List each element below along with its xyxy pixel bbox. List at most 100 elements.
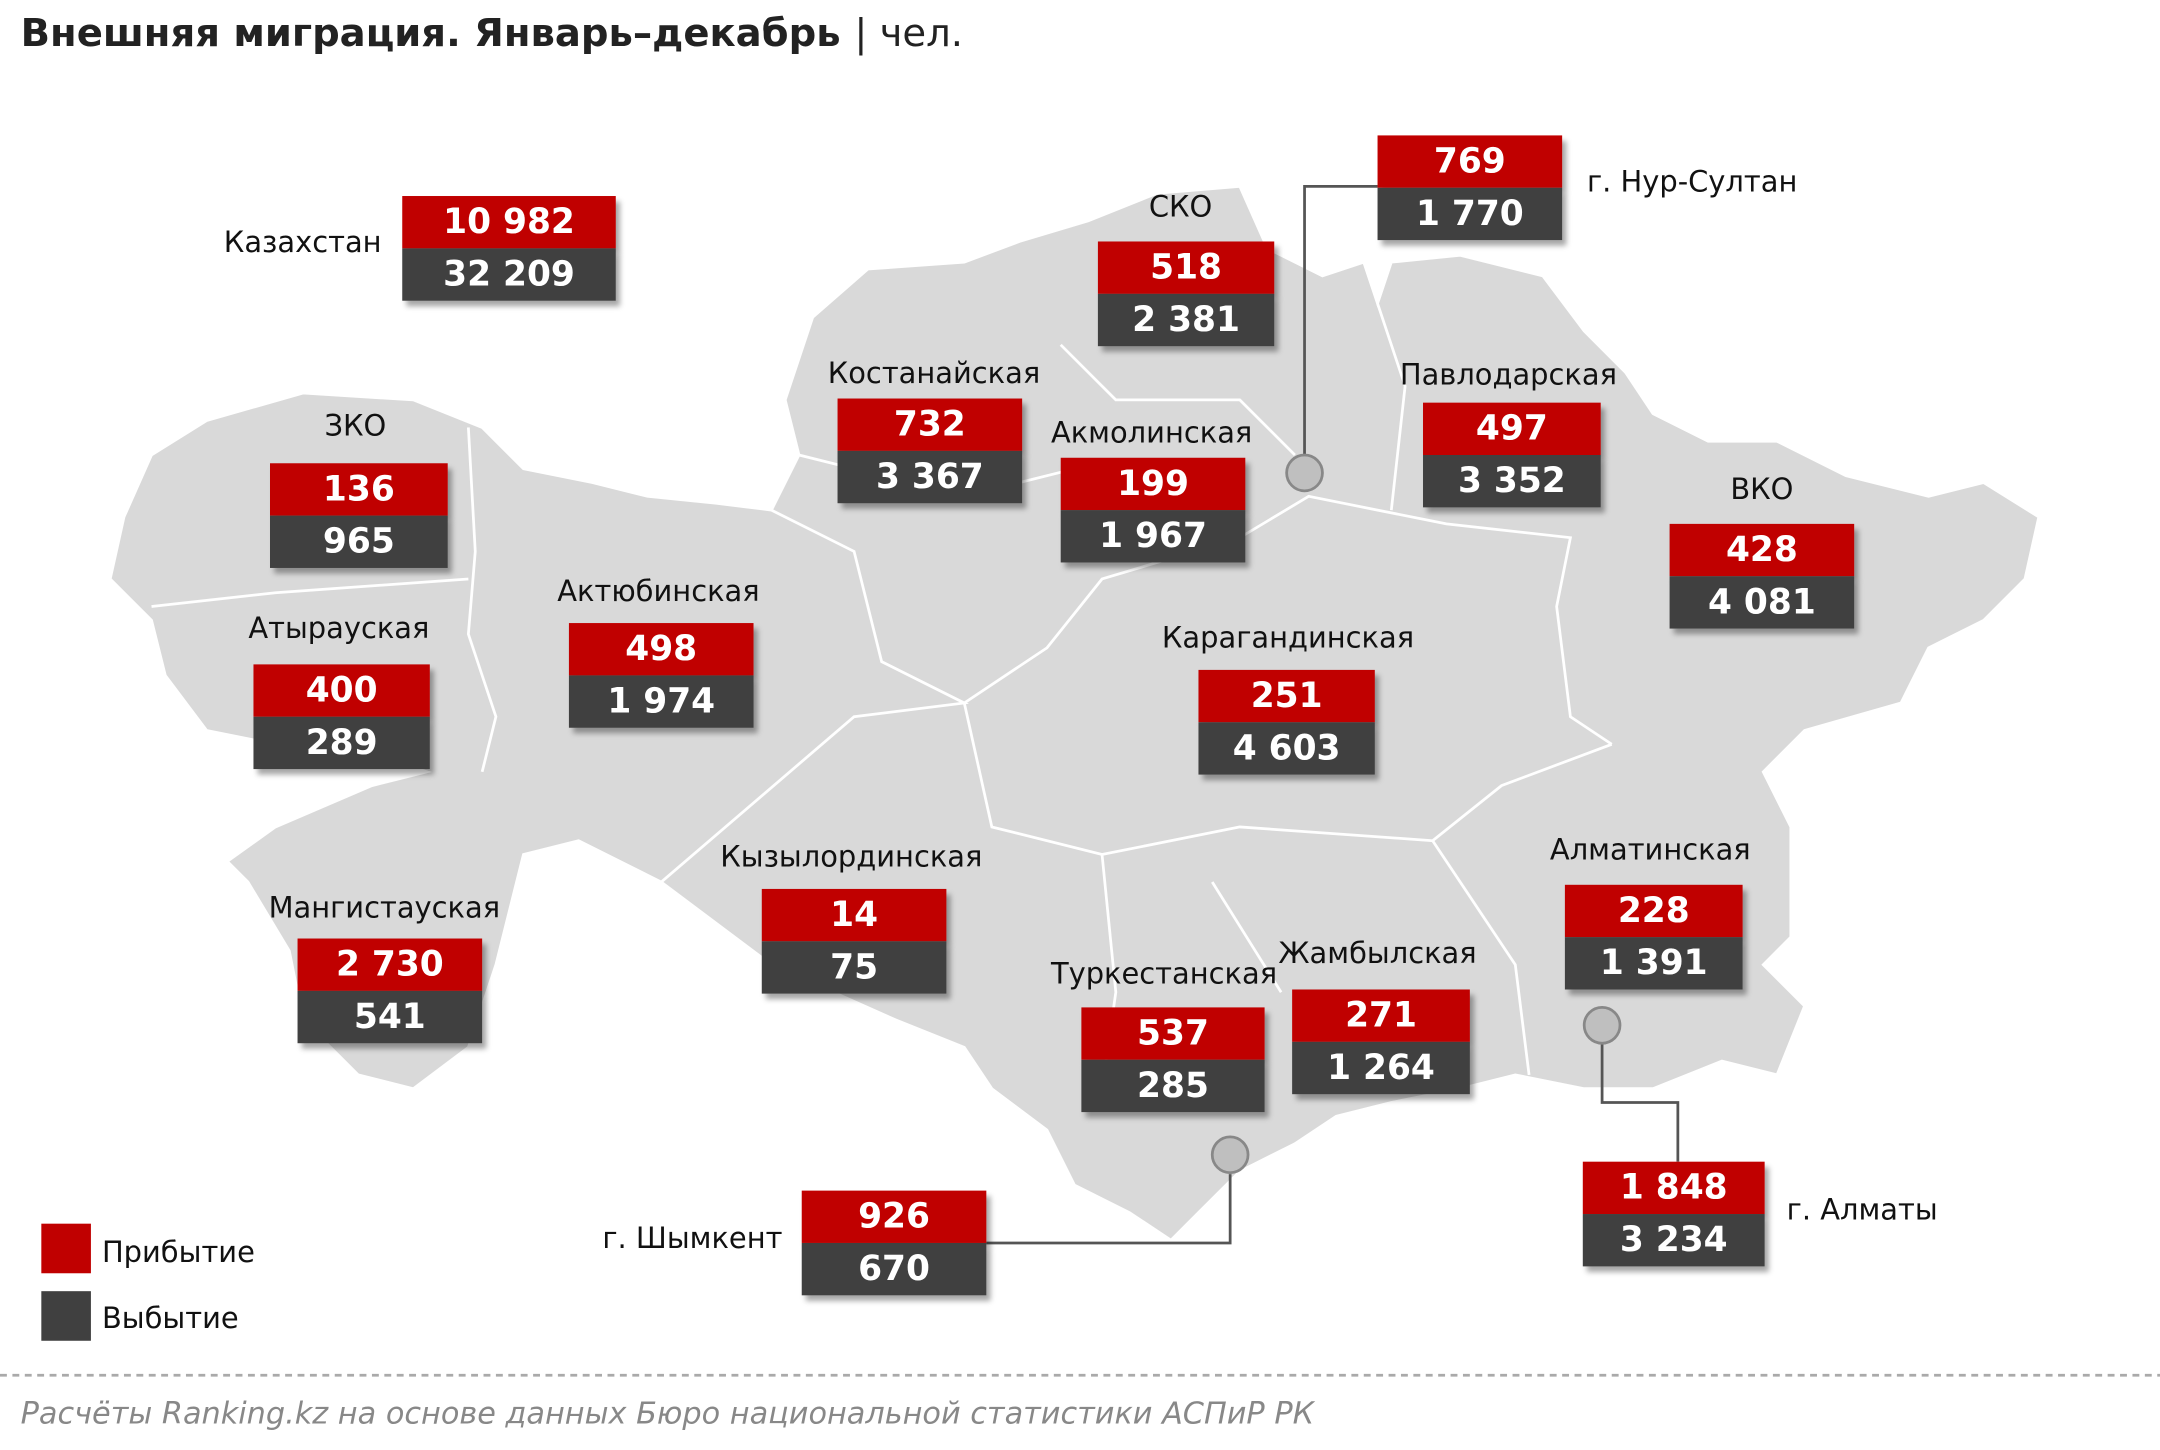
departure-box xyxy=(1060,510,1246,563)
region-name: Костанайская xyxy=(828,356,1041,390)
arrival-box xyxy=(1669,523,1855,577)
arrival-value: 497 xyxy=(1476,409,1548,449)
title-text: Внешняя миграция. Январь–декабрь xyxy=(21,10,841,55)
region-name: Мангистауская xyxy=(269,891,501,925)
arrival-box xyxy=(1564,884,1743,938)
departure-box xyxy=(270,515,448,568)
arrival-box xyxy=(1097,241,1275,294)
arrival-box xyxy=(1198,669,1375,723)
city-marker xyxy=(1582,1006,1622,1045)
departure-value: 1 967 xyxy=(1099,516,1207,556)
source-note: Расчёты Ranking.kz на основе данных Бюро… xyxy=(21,1397,1316,1432)
departure-value: 1 391 xyxy=(1600,943,1708,983)
departure-box xyxy=(253,716,430,770)
region-name: г. Нур-Султан xyxy=(1587,165,1797,199)
region-name: г. Шымкент xyxy=(602,1221,782,1255)
arrival-value: 199 xyxy=(1117,464,1189,504)
region-name: СКО xyxy=(1149,189,1212,223)
region-name: Алматинская xyxy=(1550,833,1751,867)
arrival-box xyxy=(568,623,754,676)
departure-box xyxy=(1097,293,1275,347)
region-name: Казахстан xyxy=(224,225,382,259)
arrival-value: 136 xyxy=(323,469,395,509)
arrival-value: 926 xyxy=(858,1197,930,1237)
region-borders xyxy=(151,303,1613,1089)
region-name: Туркестанская xyxy=(1050,957,1277,991)
departure-value: 3 367 xyxy=(876,457,984,497)
arrival-value: 14 xyxy=(830,895,878,935)
arrival-value: 537 xyxy=(1137,1013,1209,1053)
arrival-value: 400 xyxy=(306,670,378,710)
arrival-box xyxy=(1423,402,1601,455)
region-name: Жамбылская xyxy=(1278,936,1476,970)
region-name: Павлодарская xyxy=(1400,357,1617,391)
arrival-value: 732 xyxy=(894,405,966,445)
departure-box xyxy=(402,248,616,301)
departure-value: 32 209 xyxy=(443,254,575,294)
arrival-box xyxy=(253,664,430,717)
departure-box xyxy=(801,1242,987,1296)
region-name: ВКО xyxy=(1730,472,1793,506)
departure-box xyxy=(1198,722,1375,775)
departure-value: 541 xyxy=(354,997,426,1037)
departure-value: 75 xyxy=(830,947,878,987)
region-name: Карагандинская xyxy=(1162,621,1414,655)
arrival-box xyxy=(1377,135,1563,188)
arrival-box xyxy=(1060,457,1246,511)
city-marker xyxy=(1210,1135,1250,1175)
region-name: ЗКО xyxy=(325,408,387,442)
departure-box xyxy=(1564,937,1743,990)
departure-value: 3 234 xyxy=(1620,1220,1728,1260)
region-boxes: Казахстан 10 982 32 209 ЗКО 136 965 Атырауская… xyxy=(224,135,1938,1296)
legend-label: Прибытие xyxy=(102,1235,255,1269)
legend-swatch xyxy=(41,1291,91,1341)
arrival-box xyxy=(270,463,448,516)
departure-box xyxy=(761,941,947,994)
arrival-box xyxy=(761,888,947,942)
arrival-value: 228 xyxy=(1618,891,1690,931)
region-name: Акмолинская xyxy=(1051,415,1252,449)
arrival-value: 271 xyxy=(1345,996,1417,1036)
departure-value: 1 974 xyxy=(607,681,715,721)
departure-box xyxy=(297,990,483,1044)
departure-box xyxy=(1582,1214,1765,1267)
departure-value: 965 xyxy=(323,522,395,562)
unit: | чел. xyxy=(854,10,963,55)
arrival-box xyxy=(801,1190,987,1243)
departure-value: 670 xyxy=(858,1249,930,1289)
arrival-value: 10 982 xyxy=(443,202,575,242)
departure-box xyxy=(1377,187,1563,241)
arrival-value: 2 730 xyxy=(336,945,444,985)
arrival-value: 1 848 xyxy=(1620,1168,1728,1208)
departure-value: 2 381 xyxy=(1132,300,1240,340)
departure-value: 285 xyxy=(1137,1066,1209,1106)
arrival-box xyxy=(297,938,483,991)
leader-lines xyxy=(986,185,1680,1245)
departure-value: 1 770 xyxy=(1416,194,1524,234)
departure-box xyxy=(1423,455,1601,508)
arrival-value: 769 xyxy=(1434,141,1506,181)
legend-label: Выбытие xyxy=(102,1301,239,1335)
departure-box xyxy=(568,675,754,728)
arrival-box xyxy=(1582,1161,1765,1215)
city-markers xyxy=(1210,453,1622,1175)
departure-value: 4 081 xyxy=(1708,582,1816,622)
legend-swatch xyxy=(41,1223,91,1274)
region-name: Актюбинская xyxy=(557,574,759,608)
region-name: г. Алматы xyxy=(1787,1192,1938,1226)
region-name: Кызылординская xyxy=(720,840,982,874)
departure-box xyxy=(1669,576,1855,629)
departure-box xyxy=(1081,1059,1265,1113)
departure-value: 289 xyxy=(306,723,378,763)
departure-value: 4 603 xyxy=(1233,728,1341,768)
departure-box xyxy=(837,450,1023,504)
arrival-value: 251 xyxy=(1251,676,1323,716)
arrival-value: 428 xyxy=(1726,530,1798,570)
arrival-box xyxy=(837,398,1023,451)
departure-box xyxy=(1292,1041,1470,1095)
title: Внешняя миграция. Январь–декабрь | чел. xyxy=(21,10,963,55)
arrival-box xyxy=(402,196,616,249)
departure-value: 3 352 xyxy=(1458,461,1566,501)
